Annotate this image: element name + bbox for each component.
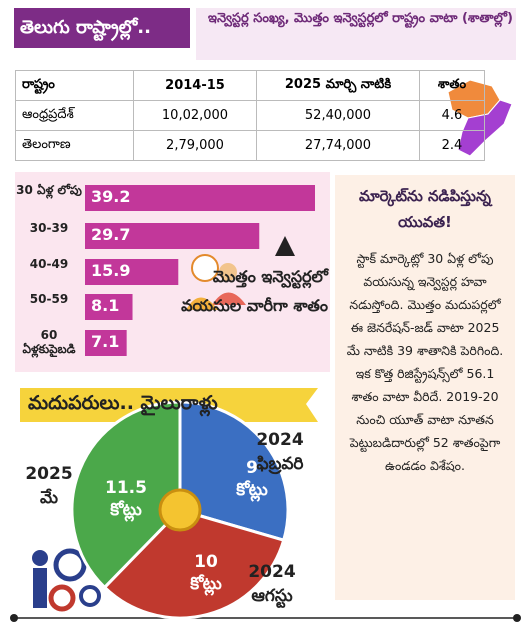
bar xyxy=(85,259,179,285)
rule-dot xyxy=(10,614,18,622)
bar-category: 30-39 xyxy=(29,221,69,235)
slice-unit: కోట్లు xyxy=(190,574,222,594)
bar xyxy=(85,330,127,356)
slice-unit: కోట్లు xyxy=(236,480,268,500)
bar-value-label: 7.1 xyxy=(91,332,120,351)
table-cell: 2014-15 xyxy=(133,70,257,101)
bar-value-label: 15.9 xyxy=(91,261,131,280)
gears-icon xyxy=(32,548,101,612)
table-cell: 4.6 xyxy=(419,100,485,131)
banner-title: మదుపరులు.. మైలురాళ్లు xyxy=(28,392,218,414)
bar-value-label: 39.2 xyxy=(91,187,131,206)
table-row: తెలంగాణ 2,79,000 27,74,000 2.4 xyxy=(15,130,485,161)
bar-category: 50-59 xyxy=(29,292,69,306)
table-cell: 52,40,000 xyxy=(256,100,420,131)
side-title: మార్కెట్‌ను నడిపిస్తున్న యువత! xyxy=(358,187,491,231)
pie-slice xyxy=(102,508,286,620)
slice-label: 2025 మే xyxy=(25,464,73,508)
pie-slice xyxy=(70,400,182,590)
bar-value-label: 8.1 xyxy=(91,296,120,315)
header-subtitle: ఇన్వెస్టర్ల సంఖ్య, మొత్తం ఇన్వెస్టర్లలో … xyxy=(196,8,516,60)
bar xyxy=(85,294,133,320)
rule-dot xyxy=(513,614,521,622)
data-table: రాష్ట్రం 2014-15 2025 మార్చి నాటికి శాతం ఆంధ… xyxy=(15,70,485,161)
coin xyxy=(158,488,202,532)
bar xyxy=(85,185,315,211)
table-cell: ఆంధ్రప్రదేశ్ xyxy=(15,100,134,131)
bar-category: 40-49 xyxy=(29,257,69,271)
slice-value: 9 xyxy=(246,458,258,478)
slice-value: 11.5 xyxy=(105,478,147,498)
table-cell: 2,79,000 xyxy=(133,130,257,161)
investor-icon xyxy=(186,254,246,310)
pie-slice xyxy=(178,400,290,543)
slice-unit: కోట్లు xyxy=(110,500,142,520)
table-row: రాష్ట్రం 2014-15 2025 మార్చి నాటికి శాతం xyxy=(15,70,485,101)
bar-category: 30 ఏళ్ల లోపు xyxy=(16,183,82,197)
slice-label: 2024 ఫిబ్రవరి xyxy=(256,430,304,474)
bar xyxy=(85,223,260,249)
table-cell: తెలంగాణ xyxy=(15,130,134,161)
triangle-icon xyxy=(275,236,295,256)
table-cell: 2.4 xyxy=(419,130,485,161)
table-cell: 2025 మార్చి నాటికి xyxy=(256,70,420,101)
table-row: ఆంధ్రప్రదేశ్ 10,02,000 52,40,000 4.6 xyxy=(15,100,485,131)
side-note: మార్కెట్‌ను నడిపిస్తున్న యువత! స్టాక్ మా… xyxy=(335,175,515,600)
header-title: తెలుగు రాష్ట్రాల్లో.. xyxy=(14,8,190,48)
table-cell: రాష్ట్రం xyxy=(15,70,134,101)
bar-value-label: 29.7 xyxy=(91,225,131,244)
table-cell: 10,02,000 xyxy=(133,100,257,131)
bar-caption: మొత్తం ఇన్వెస్టర్లలో వయసుల వారీగా శాతం xyxy=(181,267,328,315)
bar-category: 60 ఏళ్లకుపైబడి xyxy=(22,328,76,356)
table-cell: 27,74,000 xyxy=(256,130,420,161)
slice-value: 10 xyxy=(194,552,218,572)
side-text: స్టాక్ మార్కెట్లో 30 ఏళ్ల లోపు వయసున్న ఇ… xyxy=(346,251,504,473)
slice-label: 2024 ఆగస్టు xyxy=(248,562,296,606)
table-cell: శాతం xyxy=(419,70,485,101)
